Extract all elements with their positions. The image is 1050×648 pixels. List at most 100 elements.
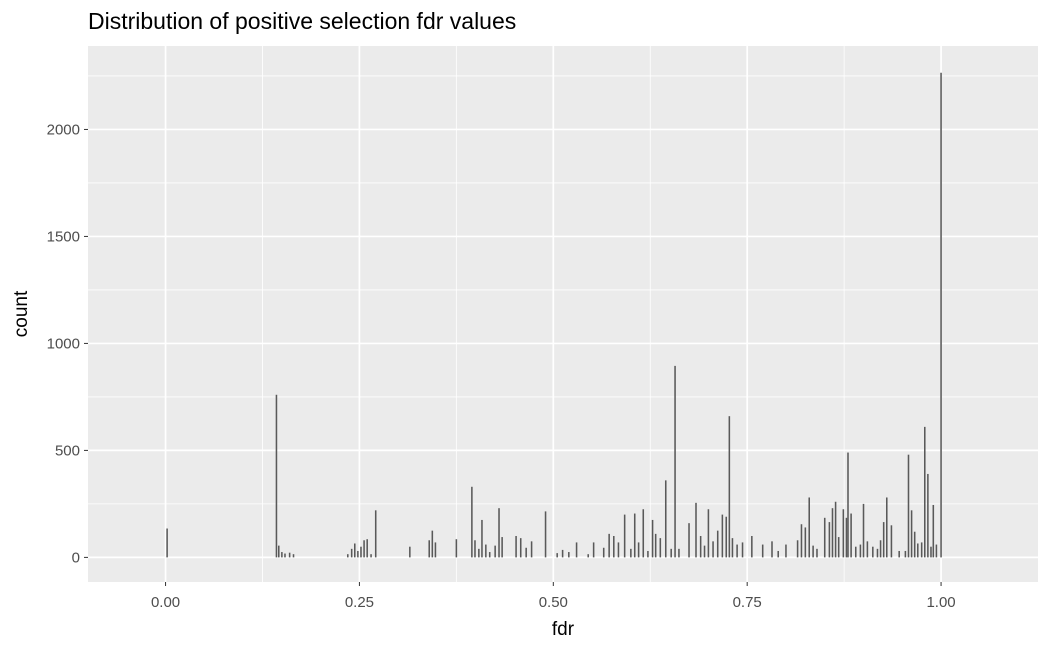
histogram-bar	[805, 527, 807, 557]
histogram-bar	[729, 416, 731, 557]
histogram-bar	[347, 554, 349, 557]
histogram-bar	[891, 525, 893, 557]
histogram-bar	[695, 503, 697, 558]
histogram-bar	[354, 543, 356, 557]
histogram-bar	[808, 497, 810, 557]
y-tick-label: 2000	[47, 121, 80, 138]
histogram-bar	[603, 548, 605, 558]
histogram-bar	[375, 510, 377, 557]
y-tick-label: 500	[55, 442, 80, 459]
histogram-bar	[921, 542, 923, 557]
histogram-bar	[576, 542, 578, 557]
histogram-bar	[525, 548, 527, 558]
histogram-bar	[838, 537, 840, 557]
histogram-bar	[360, 547, 362, 558]
histogram-bar	[520, 538, 522, 557]
histogram-bar	[618, 542, 620, 557]
histogram-bar	[911, 510, 913, 557]
histogram-bar	[608, 534, 610, 558]
histogram-bar	[883, 522, 885, 557]
histogram-bar	[722, 515, 724, 558]
histogram-bar	[704, 546, 706, 558]
y-axis-title: count	[11, 290, 32, 337]
histogram-bar	[293, 554, 295, 557]
histogram-bar	[863, 504, 865, 557]
histogram-bar	[435, 542, 437, 557]
histogram-bar	[914, 532, 916, 558]
histogram-bar	[678, 549, 680, 558]
histogram-bar	[940, 73, 942, 558]
histogram-bar	[717, 531, 719, 558]
histogram-bar	[708, 509, 710, 557]
histogram-bar	[700, 536, 702, 557]
histogram-bar	[855, 547, 857, 558]
histogram-bar	[816, 549, 818, 558]
histogram-bar	[751, 536, 753, 557]
histogram-bar	[562, 550, 564, 557]
histogram-bar	[924, 427, 926, 558]
histogram-bar	[494, 546, 496, 558]
histogram-bar	[474, 540, 476, 557]
histogram-bar	[872, 547, 874, 558]
plot-panel	[88, 46, 1038, 582]
histogram-bar	[587, 554, 589, 557]
histogram-bar	[736, 545, 738, 558]
x-tick-label: 0.00	[151, 594, 180, 611]
histogram-bar	[847, 453, 849, 558]
histogram-bar	[166, 529, 168, 558]
histogram-bar	[366, 539, 368, 557]
histogram-bar	[670, 549, 672, 558]
histogram-bar	[930, 547, 932, 558]
histogram-bar	[568, 552, 570, 557]
histogram-bar	[284, 554, 286, 558]
histogram-bar	[846, 518, 848, 558]
histogram-bar	[917, 543, 919, 557]
histogram-bar	[370, 554, 372, 557]
histogram-bar	[276, 395, 278, 558]
histogram-bar	[762, 545, 764, 558]
histogram-bar	[357, 551, 359, 557]
x-tick-label: 1.00	[926, 594, 955, 611]
histogram-bar	[797, 540, 799, 557]
histogram-bar	[933, 505, 935, 557]
histogram-bar	[556, 553, 558, 557]
histogram-bar	[432, 531, 434, 558]
histogram-bar	[812, 546, 814, 558]
histogram-bar	[850, 514, 852, 558]
histogram-bar	[674, 366, 676, 558]
histogram-bar	[501, 537, 503, 557]
histogram-bar	[613, 536, 615, 557]
histogram-bar	[824, 518, 826, 558]
histogram-bar	[835, 502, 837, 558]
histogram-bar	[428, 540, 430, 557]
histogram-bar	[489, 552, 491, 557]
histogram-bar	[688, 523, 690, 557]
histogram-bar	[289, 553, 291, 558]
histogram-bar	[351, 549, 353, 558]
histogram-bar	[877, 549, 879, 558]
histogram-bar	[880, 540, 882, 557]
histogram-bar	[732, 538, 734, 557]
y-tick-label: 1000	[47, 335, 80, 352]
histogram-bar	[860, 545, 862, 558]
histogram-bar	[630, 549, 632, 558]
histogram-bar	[624, 515, 626, 558]
histogram-bar	[905, 551, 907, 557]
histogram-bar	[363, 540, 365, 557]
histogram-bar	[777, 551, 779, 557]
x-axis-title: fdr	[552, 619, 575, 640]
histogram-bar	[545, 511, 547, 557]
histogram-bar	[867, 541, 869, 557]
histogram-bar	[742, 542, 744, 557]
histogram-bar	[638, 542, 640, 557]
x-tick-label: 0.75	[733, 594, 762, 611]
histogram-bar	[409, 547, 411, 558]
histogram-bar	[481, 520, 483, 557]
histogram-bar	[652, 520, 654, 557]
histogram-bar	[898, 551, 900, 557]
x-tick-label: 0.50	[539, 594, 568, 611]
histogram-bar	[843, 509, 845, 557]
histogram-bar	[531, 541, 533, 557]
histogram-bar	[647, 551, 649, 557]
